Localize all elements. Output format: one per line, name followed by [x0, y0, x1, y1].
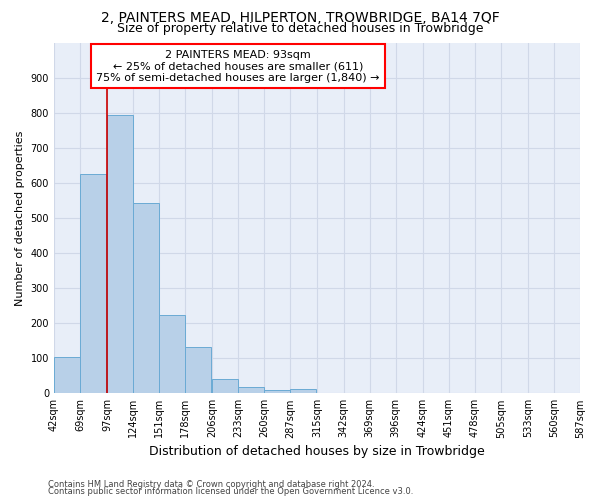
Bar [185, 346, 211, 394]
X-axis label: Distribution of detached houses by size in Trowbridge: Distribution of detached houses by size … [149, 444, 485, 458]
Bar [80, 174, 106, 394]
Bar [265, 390, 290, 394]
Bar [133, 203, 159, 394]
Text: Size of property relative to detached houses in Trowbridge: Size of property relative to detached ho… [117, 22, 483, 35]
Bar [212, 378, 238, 394]
Bar [290, 389, 316, 394]
Text: Contains public sector information licensed under the Open Government Licence v3: Contains public sector information licen… [48, 487, 413, 496]
Text: Contains HM Land Registry data © Crown copyright and database right 2024.: Contains HM Land Registry data © Crown c… [48, 480, 374, 489]
Bar [159, 316, 185, 394]
Bar [238, 388, 265, 394]
Y-axis label: Number of detached properties: Number of detached properties [15, 130, 25, 306]
Text: 2, PAINTERS MEAD, HILPERTON, TROWBRIDGE, BA14 7QF: 2, PAINTERS MEAD, HILPERTON, TROWBRIDGE,… [101, 11, 499, 25]
Text: 2 PAINTERS MEAD: 93sqm
← 25% of detached houses are smaller (611)
75% of semi-de: 2 PAINTERS MEAD: 93sqm ← 25% of detached… [96, 50, 380, 82]
Bar [107, 115, 133, 394]
Bar [54, 357, 80, 394]
